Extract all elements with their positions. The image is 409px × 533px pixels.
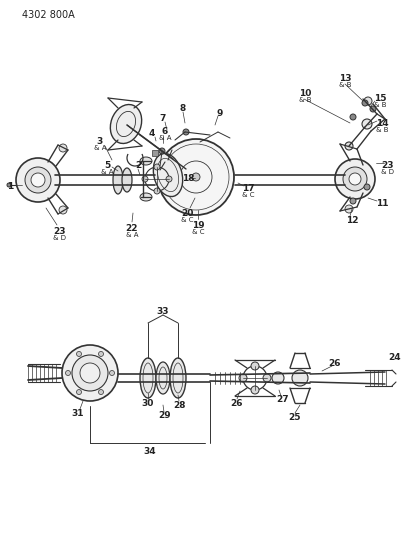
Circle shape xyxy=(369,106,375,112)
Text: 17: 17 xyxy=(241,183,254,192)
Text: & A: & A xyxy=(158,135,171,141)
Text: & B: & B xyxy=(298,97,310,103)
Text: & D: & D xyxy=(380,169,393,175)
Circle shape xyxy=(342,167,366,191)
Ellipse shape xyxy=(155,362,170,394)
Ellipse shape xyxy=(139,157,152,165)
Circle shape xyxy=(361,100,367,106)
Text: & B: & B xyxy=(373,102,385,108)
Circle shape xyxy=(348,173,360,185)
Circle shape xyxy=(109,370,114,376)
Circle shape xyxy=(98,351,103,357)
Circle shape xyxy=(62,345,118,401)
Circle shape xyxy=(349,198,355,204)
Circle shape xyxy=(65,370,70,376)
Ellipse shape xyxy=(110,104,142,143)
Text: & D: & D xyxy=(53,235,66,241)
Text: & C: & C xyxy=(180,217,193,223)
Text: & A: & A xyxy=(101,169,113,175)
Text: 20: 20 xyxy=(180,208,193,217)
Circle shape xyxy=(250,386,258,394)
Circle shape xyxy=(334,159,374,199)
Text: 13: 13 xyxy=(338,74,351,83)
Text: & A: & A xyxy=(126,232,138,238)
Circle shape xyxy=(157,139,234,215)
Circle shape xyxy=(250,362,258,370)
Text: 3: 3 xyxy=(97,136,103,146)
Text: & C: & C xyxy=(241,192,254,198)
Text: 23: 23 xyxy=(381,160,393,169)
Circle shape xyxy=(344,142,352,150)
Circle shape xyxy=(25,167,51,193)
Text: 24: 24 xyxy=(388,353,400,362)
Circle shape xyxy=(349,114,355,120)
Text: 4302 800A: 4302 800A xyxy=(22,10,74,20)
Text: 27: 27 xyxy=(276,395,289,405)
Circle shape xyxy=(291,370,307,386)
Text: 4: 4 xyxy=(148,128,155,138)
Text: 18: 18 xyxy=(181,174,194,182)
Text: 1: 1 xyxy=(7,182,13,190)
Text: 23: 23 xyxy=(54,227,66,236)
Circle shape xyxy=(262,374,270,382)
Circle shape xyxy=(59,144,67,152)
Text: & B: & B xyxy=(338,82,351,88)
Circle shape xyxy=(361,119,371,129)
Circle shape xyxy=(76,351,81,357)
Text: & A: & A xyxy=(94,145,106,151)
Ellipse shape xyxy=(139,193,152,201)
Text: 31: 31 xyxy=(72,408,84,417)
Text: & B: & B xyxy=(375,127,387,133)
Circle shape xyxy=(31,173,45,187)
Circle shape xyxy=(363,97,371,105)
Ellipse shape xyxy=(153,154,182,197)
Ellipse shape xyxy=(122,168,132,192)
Text: 19: 19 xyxy=(191,221,204,230)
Text: 26: 26 xyxy=(230,399,243,408)
Ellipse shape xyxy=(113,166,123,194)
Circle shape xyxy=(76,390,81,394)
Circle shape xyxy=(7,183,11,187)
Text: 9: 9 xyxy=(216,109,222,117)
Circle shape xyxy=(80,363,100,383)
Ellipse shape xyxy=(139,358,155,398)
Bar xyxy=(152,150,157,156)
Text: 2: 2 xyxy=(135,160,141,169)
Circle shape xyxy=(154,164,160,170)
Text: 14: 14 xyxy=(375,118,387,127)
Text: 25: 25 xyxy=(288,414,301,423)
Circle shape xyxy=(238,374,246,382)
Text: 8: 8 xyxy=(180,103,186,112)
Circle shape xyxy=(271,372,283,384)
Text: 11: 11 xyxy=(375,198,387,207)
Text: & C: & C xyxy=(191,229,204,235)
Text: 26: 26 xyxy=(328,359,340,367)
Circle shape xyxy=(182,129,189,135)
Ellipse shape xyxy=(170,358,186,398)
Text: 33: 33 xyxy=(156,306,169,316)
Circle shape xyxy=(154,188,160,194)
Circle shape xyxy=(16,158,60,202)
Text: 12: 12 xyxy=(345,215,357,224)
Circle shape xyxy=(191,173,200,181)
Text: 15: 15 xyxy=(373,93,385,102)
Circle shape xyxy=(98,390,103,394)
Circle shape xyxy=(72,355,108,391)
Circle shape xyxy=(159,148,164,154)
Text: 29: 29 xyxy=(158,411,171,421)
Circle shape xyxy=(363,184,369,190)
Text: 34: 34 xyxy=(143,447,156,456)
Circle shape xyxy=(59,206,67,214)
Circle shape xyxy=(142,176,148,182)
Text: 22: 22 xyxy=(126,223,138,232)
Text: 28: 28 xyxy=(173,400,186,409)
Text: 6: 6 xyxy=(162,126,168,135)
Text: 5: 5 xyxy=(103,160,110,169)
Text: 10: 10 xyxy=(298,88,310,98)
Text: 30: 30 xyxy=(142,399,154,408)
Circle shape xyxy=(344,205,352,213)
Circle shape xyxy=(166,176,172,182)
Text: 7: 7 xyxy=(160,114,166,123)
